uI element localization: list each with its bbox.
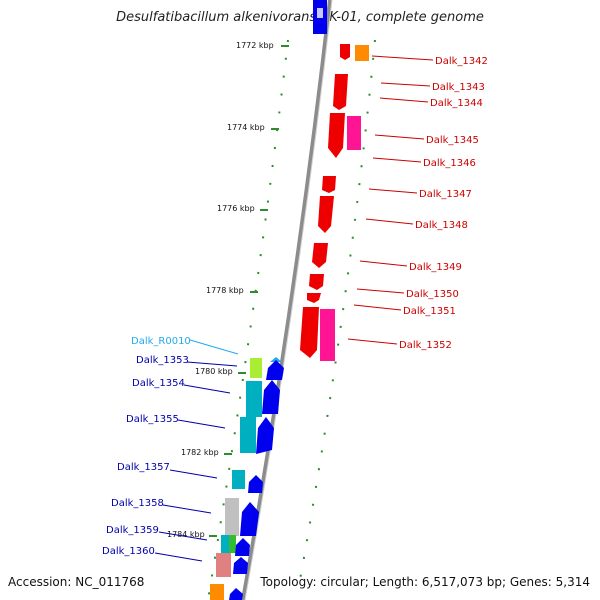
gene-label-1353[interactable]: Dalk_1353 <box>136 355 189 366</box>
gene-box-1355-cyan[interactable] <box>240 417 256 453</box>
kbp-ticks <box>209 45 289 537</box>
gene-label-1352[interactable]: Dalk_1352 <box>399 340 452 351</box>
gene-label-1343[interactable]: Dalk_1343 <box>432 82 485 93</box>
gene-label-1347[interactable]: Dalk_1347 <box>419 189 472 200</box>
gene-arrow-1343[interactable] <box>333 74 348 110</box>
tick-label-1774: 1774 kbp <box>227 123 265 132</box>
gene-label-1358[interactable]: Dalk_1358 <box>111 498 164 509</box>
topology-text: Topology: circular; Length: 6,517,073 bp… <box>260 575 590 589</box>
tick-label-1784: 1784 kbp <box>167 530 205 539</box>
gene-arrow-1360[interactable] <box>233 557 248 574</box>
gene-arrow-1352[interactable] <box>300 307 319 358</box>
gene-label-1351[interactable]: Dalk_1351 <box>403 306 456 317</box>
gene-arrow-1353[interactable] <box>266 360 284 380</box>
gene-arrow-1359[interactable] <box>235 538 250 556</box>
gene-box-bottom-orange[interactable] <box>210 584 224 600</box>
gene-arrow-1347[interactable] <box>322 176 336 193</box>
gene-label-1344[interactable]: Dalk_1344 <box>430 98 483 109</box>
tick-label-1776: 1776 kbp <box>217 204 255 213</box>
gene-feature-top-blue <box>313 0 327 34</box>
gene-arrow-1351[interactable] <box>307 293 321 303</box>
map-title: Desulfatibacillum alkenivorans AK-01, co… <box>116 10 484 25</box>
gene-label-1357[interactable]: Dalk_1357 <box>117 462 170 473</box>
gene-arrow-1355[interactable] <box>256 417 274 454</box>
gene-box-1352-pink[interactable] <box>320 309 335 361</box>
gene-arrow-1348[interactable] <box>318 196 334 233</box>
gene-label-1345[interactable]: Dalk_1345 <box>426 135 479 146</box>
gene-arrow-r0010[interactable] <box>270 357 282 362</box>
tick-label-1780: 1780 kbp <box>195 367 233 376</box>
gene-label-1348[interactable]: Dalk_1348 <box>415 220 468 231</box>
gene-label-1342[interactable]: Dalk_1342 <box>435 56 488 67</box>
scale-track-left <box>207 39 289 600</box>
gene-box-1359-cyan[interactable] <box>221 535 230 553</box>
scale-track-right <box>299 39 376 581</box>
gene-box-1358-gray[interactable] <box>225 498 239 536</box>
tick-label-1782: 1782 kbp <box>181 448 219 457</box>
gene-arrow-1358[interactable] <box>240 502 259 536</box>
gene-box-1360-salmon[interactable] <box>216 553 231 577</box>
gene-label-1355[interactable]: Dalk_1355 <box>126 414 179 425</box>
gene-arrow-bottom[interactable] <box>229 588 243 600</box>
gene-box-1357-cyan[interactable] <box>232 470 245 489</box>
gene-label-1354[interactable]: Dalk_1354 <box>132 378 185 389</box>
gene-arrow-1357[interactable] <box>248 475 263 493</box>
gene-label-1346[interactable]: Dalk_1346 <box>423 158 476 169</box>
gene-box-1342-orange[interactable] <box>355 45 369 61</box>
gene-box-1353-lime[interactable] <box>250 358 262 378</box>
gene-arrow-1354[interactable] <box>262 380 280 414</box>
gene-label-1359[interactable]: Dalk_1359 <box>106 525 159 536</box>
gene-arrow-1342[interactable] <box>340 44 350 60</box>
tick-label-1772: 1772 kbp <box>236 41 274 50</box>
gene-arrow-1345[interactable] <box>328 113 345 158</box>
tick-label-1778: 1778 kbp <box>206 286 244 295</box>
gene-box-1359-green[interactable] <box>229 535 236 553</box>
gene-label-r0010[interactable]: Dalk_R0010 <box>131 336 191 347</box>
gene-arrow-1350[interactable] <box>309 274 324 290</box>
gene-arrow-1349[interactable] <box>312 243 328 268</box>
gene-box-1345-pink[interactable] <box>347 116 361 150</box>
gene-label-1360[interactable]: Dalk_1360 <box>102 546 155 557</box>
gene-label-1349[interactable]: Dalk_1349 <box>409 262 462 273</box>
accession-text: Accession: NC_011768 <box>8 575 145 589</box>
gene-label-1350[interactable]: Dalk_1350 <box>406 289 459 300</box>
gene-box-1354-cyan[interactable] <box>246 381 262 417</box>
